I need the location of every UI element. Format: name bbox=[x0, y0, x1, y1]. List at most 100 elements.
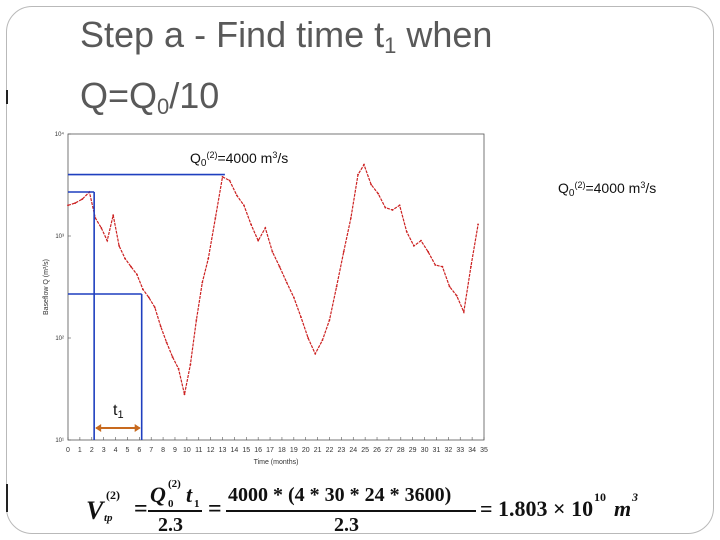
baseflow-data-point bbox=[100, 227, 103, 229]
q0-annotation-top: Q0(2)=4000 m3/s bbox=[190, 150, 288, 169]
baseflow-data-point bbox=[391, 209, 394, 211]
x-tick-label: 0 bbox=[66, 447, 70, 454]
fraction-bar-1 bbox=[148, 510, 202, 512]
q0-unit-tail: /s bbox=[277, 150, 289, 166]
formula-q-letter: Q bbox=[150, 482, 166, 507]
fraction-bar-2 bbox=[226, 510, 476, 512]
slide-title: Step a - Find time t1 when Q=Q0/10 bbox=[80, 10, 640, 132]
baseflow-data-point bbox=[335, 285, 338, 288]
formula-v-sub: tp bbox=[104, 512, 113, 524]
baseflow-data-point bbox=[183, 393, 186, 396]
baseflow-data-point bbox=[214, 217, 217, 219]
baseflow-data-point bbox=[405, 230, 408, 233]
q0-unit-sup: 3 bbox=[640, 180, 646, 190]
x-tick-label: 15 bbox=[242, 447, 250, 454]
baseflow-data-point bbox=[370, 183, 372, 186]
left-edge-bar bbox=[6, 90, 8, 104]
y-tick-label: 10² bbox=[55, 336, 64, 342]
baseflow-data-point bbox=[300, 316, 302, 319]
title-text: Step a - Find time t bbox=[80, 14, 385, 55]
formula-num1-t-sub: 1 bbox=[194, 498, 200, 510]
t1-sub: 1 bbox=[117, 409, 124, 421]
formula-sub-text: 1 bbox=[194, 498, 200, 510]
formula-den1: 2.3 bbox=[158, 514, 183, 537]
q0-unit-sup: 3 bbox=[272, 150, 278, 160]
x-tick-label: 29 bbox=[409, 447, 417, 454]
formula-exp-text: 10 bbox=[594, 490, 606, 504]
baseflow-data-point bbox=[420, 239, 422, 242]
baseflow-series-line bbox=[67, 163, 479, 395]
baseflow-data-point bbox=[377, 192, 380, 195]
x-tick-label: 17 bbox=[266, 447, 274, 454]
baseflow-data-point bbox=[74, 202, 77, 205]
baseflow-data-point bbox=[112, 214, 115, 217]
formula-den2: 2.3 bbox=[334, 514, 359, 537]
formula-num-text: 4000 * (4 * 30 * 24 * 3600) bbox=[228, 484, 452, 506]
x-tick-label: 14 bbox=[231, 447, 239, 454]
title-line-1: Step a - Find time t1 when bbox=[80, 10, 640, 71]
x-tick-label: 1 bbox=[78, 447, 82, 454]
baseflow-data-point bbox=[201, 281, 204, 284]
x-tick-label: 11 bbox=[195, 447, 202, 454]
formula-num2: 4000 * (4 * 30 * 24 * 3600) bbox=[228, 484, 451, 507]
baseflow-data-point bbox=[349, 217, 352, 219]
baseflow-data-point bbox=[118, 244, 121, 247]
formula-unit: m bbox=[614, 496, 631, 522]
baseflow-data-point bbox=[177, 367, 180, 370]
x-tick-label: 21 bbox=[314, 447, 322, 454]
x-tick-label: 8 bbox=[161, 447, 165, 454]
x-tick-label: 16 bbox=[254, 447, 262, 454]
title-line-2: Q=Q0/10 bbox=[80, 71, 640, 132]
t1-span-arrow-left bbox=[95, 424, 102, 432]
baseflow-data-point bbox=[448, 285, 451, 288]
left-edge-bar bbox=[6, 484, 8, 512]
formula-eq1: = bbox=[134, 496, 148, 523]
x-tick-label: 24 bbox=[349, 447, 357, 454]
baseflow-data-point bbox=[271, 250, 274, 253]
x-tick-label: 4 bbox=[114, 447, 118, 454]
formula-sub-text: tp bbox=[104, 512, 113, 524]
baseflow-data-point bbox=[307, 337, 309, 339]
baseflow-data-point bbox=[434, 264, 437, 266]
title-subscript: 1 bbox=[384, 33, 397, 58]
x-tick-label: 25 bbox=[361, 447, 369, 454]
y-tick-label: 10¹ bbox=[55, 438, 64, 444]
baseflow-data-point bbox=[195, 319, 198, 321]
formula-unit-exp: 3 bbox=[632, 490, 638, 505]
x-tick-label: 19 bbox=[290, 447, 298, 454]
baseflow-data-point bbox=[470, 265, 472, 268]
q0-annotation-right: Q0(2)=4000 m3/s bbox=[558, 180, 656, 199]
x-tick-label: 22 bbox=[326, 447, 334, 454]
baseflow-data-point bbox=[412, 244, 415, 247]
title-text: Q=Q bbox=[80, 75, 158, 116]
volume-formula: V (2) tp = Q (2) 0 t 1 2.3 = 4000 * (4 *… bbox=[80, 478, 640, 538]
x-tick-label: 32 bbox=[444, 447, 452, 454]
formula-sub-text: 0 bbox=[168, 498, 174, 510]
baseflow-data-point bbox=[147, 296, 150, 299]
x-tick-label: 28 bbox=[397, 447, 405, 454]
baseflow-data-point bbox=[441, 265, 444, 268]
baseflow-data-point bbox=[257, 239, 260, 242]
formula-num1: Q bbox=[150, 482, 166, 508]
baseflow-data-point bbox=[314, 352, 317, 355]
y-tick-label: 10³ bbox=[55, 234, 64, 240]
x-tick-label: 3 bbox=[102, 447, 106, 454]
x-tick-label: 33 bbox=[456, 447, 464, 454]
baseflow-data-point bbox=[243, 204, 245, 207]
q0-sub: 0 bbox=[568, 188, 575, 199]
q0-text: =4000 m bbox=[217, 150, 273, 166]
q0-q: Q bbox=[558, 180, 569, 196]
formula-num1-sup: (2) bbox=[168, 478, 181, 490]
x-tick-label: 23 bbox=[337, 447, 345, 454]
x-axis-label: Time (months) bbox=[254, 459, 299, 466]
formula-unit-text: m bbox=[614, 496, 632, 521]
baseflow-data-point bbox=[165, 341, 168, 344]
q0-sub: 0 bbox=[200, 158, 207, 169]
baseflow-data-point bbox=[278, 265, 281, 268]
baseflow-data-point bbox=[427, 250, 430, 253]
t1-t: t bbox=[113, 402, 118, 419]
formula-v-letter: V bbox=[86, 496, 104, 525]
x-tick-label: 34 bbox=[468, 447, 476, 454]
t1-label: t1 bbox=[113, 402, 124, 421]
